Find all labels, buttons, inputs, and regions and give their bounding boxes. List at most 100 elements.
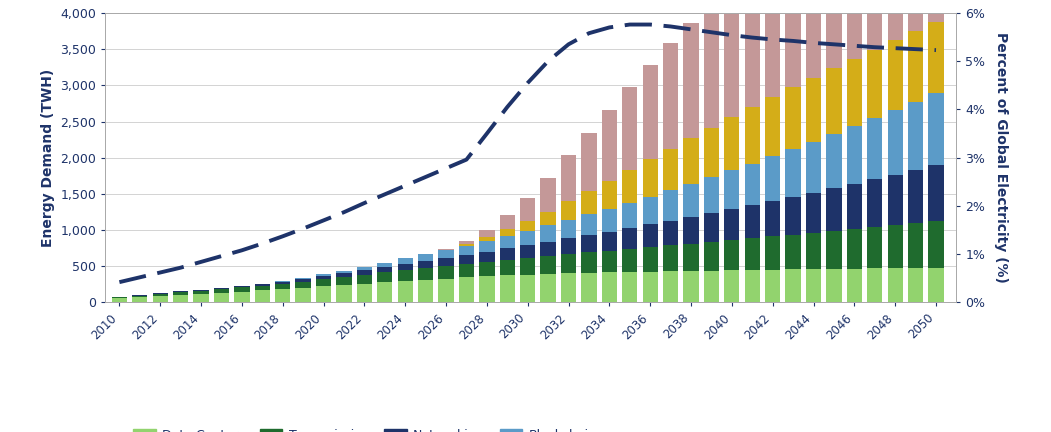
Bar bbox=[622, 249, 637, 272]
Percent of Global bbox=[664, 24, 677, 29]
Bar bbox=[683, 22, 699, 138]
Bar bbox=[908, 170, 923, 223]
Bar bbox=[316, 274, 331, 276]
Bar bbox=[540, 226, 556, 241]
Bar bbox=[704, 270, 719, 302]
Bar bbox=[602, 110, 617, 181]
Bar bbox=[459, 244, 474, 246]
Percent of Global bbox=[174, 265, 187, 270]
Bar bbox=[438, 250, 454, 258]
Bar bbox=[459, 241, 474, 244]
Bar bbox=[724, 0, 740, 117]
Bar bbox=[561, 238, 576, 254]
Bar bbox=[744, 164, 760, 205]
Bar bbox=[847, 59, 862, 126]
Bar bbox=[561, 273, 576, 302]
Bar bbox=[785, 0, 801, 87]
Bar bbox=[336, 285, 352, 302]
Bar bbox=[744, 238, 760, 270]
Bar bbox=[826, 0, 842, 68]
Bar bbox=[377, 267, 392, 272]
Bar bbox=[581, 235, 597, 252]
Percent of Global bbox=[399, 183, 412, 188]
Bar bbox=[704, 127, 719, 177]
Bar bbox=[928, 0, 944, 22]
Percent of Global bbox=[909, 47, 922, 52]
Bar bbox=[704, 213, 719, 242]
Bar bbox=[704, 3, 719, 127]
Bar bbox=[928, 93, 944, 165]
Percent of Global bbox=[358, 200, 371, 206]
Bar bbox=[928, 165, 944, 221]
Bar bbox=[540, 212, 556, 226]
Bar bbox=[581, 191, 597, 214]
Bar bbox=[704, 242, 719, 270]
Bar bbox=[663, 191, 678, 221]
Bar bbox=[642, 247, 658, 272]
Bar bbox=[622, 170, 637, 203]
Bar bbox=[561, 201, 576, 220]
Bar bbox=[295, 278, 311, 279]
Bar bbox=[459, 264, 474, 277]
Bar bbox=[642, 224, 658, 247]
Bar bbox=[867, 268, 883, 302]
Bar bbox=[479, 252, 495, 262]
Bar bbox=[683, 184, 699, 217]
Bar bbox=[193, 291, 209, 294]
Bar bbox=[806, 0, 821, 78]
Bar bbox=[152, 293, 168, 294]
Bar bbox=[867, 179, 883, 227]
Bar bbox=[377, 272, 392, 282]
Bar bbox=[847, 126, 862, 184]
Bar bbox=[152, 294, 168, 296]
Bar bbox=[847, 229, 862, 269]
Bar bbox=[642, 197, 658, 224]
Bar bbox=[663, 245, 678, 271]
Bar bbox=[499, 260, 515, 275]
Bar bbox=[479, 230, 495, 237]
Bar bbox=[316, 280, 331, 286]
Bar bbox=[765, 0, 780, 97]
Bar bbox=[785, 270, 801, 302]
Bar bbox=[622, 203, 637, 228]
Bar bbox=[602, 181, 617, 209]
Percent of Global bbox=[133, 275, 146, 280]
Bar bbox=[397, 258, 413, 264]
Bar bbox=[275, 281, 290, 282]
Bar bbox=[234, 286, 249, 287]
Bar bbox=[418, 254, 433, 261]
Bar bbox=[826, 231, 842, 269]
Bar bbox=[418, 280, 433, 302]
Percent of Global bbox=[296, 226, 309, 231]
Bar bbox=[663, 221, 678, 245]
Percent of Global bbox=[725, 32, 738, 38]
Bar bbox=[397, 281, 413, 302]
Bar bbox=[520, 258, 535, 275]
Bar bbox=[193, 294, 209, 302]
Bar bbox=[887, 110, 903, 175]
Bar bbox=[275, 284, 290, 289]
Bar bbox=[826, 269, 842, 302]
Bar bbox=[356, 275, 372, 283]
Bar bbox=[908, 102, 923, 170]
Bar bbox=[438, 279, 454, 302]
Percent of Global bbox=[378, 192, 391, 197]
Bar bbox=[377, 263, 392, 267]
Percent of Global bbox=[521, 80, 534, 86]
Bar bbox=[887, 40, 903, 110]
Bar bbox=[642, 272, 658, 302]
Bar bbox=[847, 184, 862, 229]
Percent of Global bbox=[114, 280, 126, 285]
Bar bbox=[499, 236, 515, 248]
Bar bbox=[418, 261, 433, 268]
Bar bbox=[806, 269, 821, 302]
Bar bbox=[520, 275, 535, 302]
Bar bbox=[867, 0, 883, 50]
Bar bbox=[908, 31, 923, 102]
Bar bbox=[540, 241, 556, 256]
Bar bbox=[602, 232, 617, 251]
Percent of Global bbox=[480, 131, 493, 136]
Bar bbox=[602, 251, 617, 272]
Bar bbox=[418, 268, 433, 280]
Bar bbox=[602, 272, 617, 302]
